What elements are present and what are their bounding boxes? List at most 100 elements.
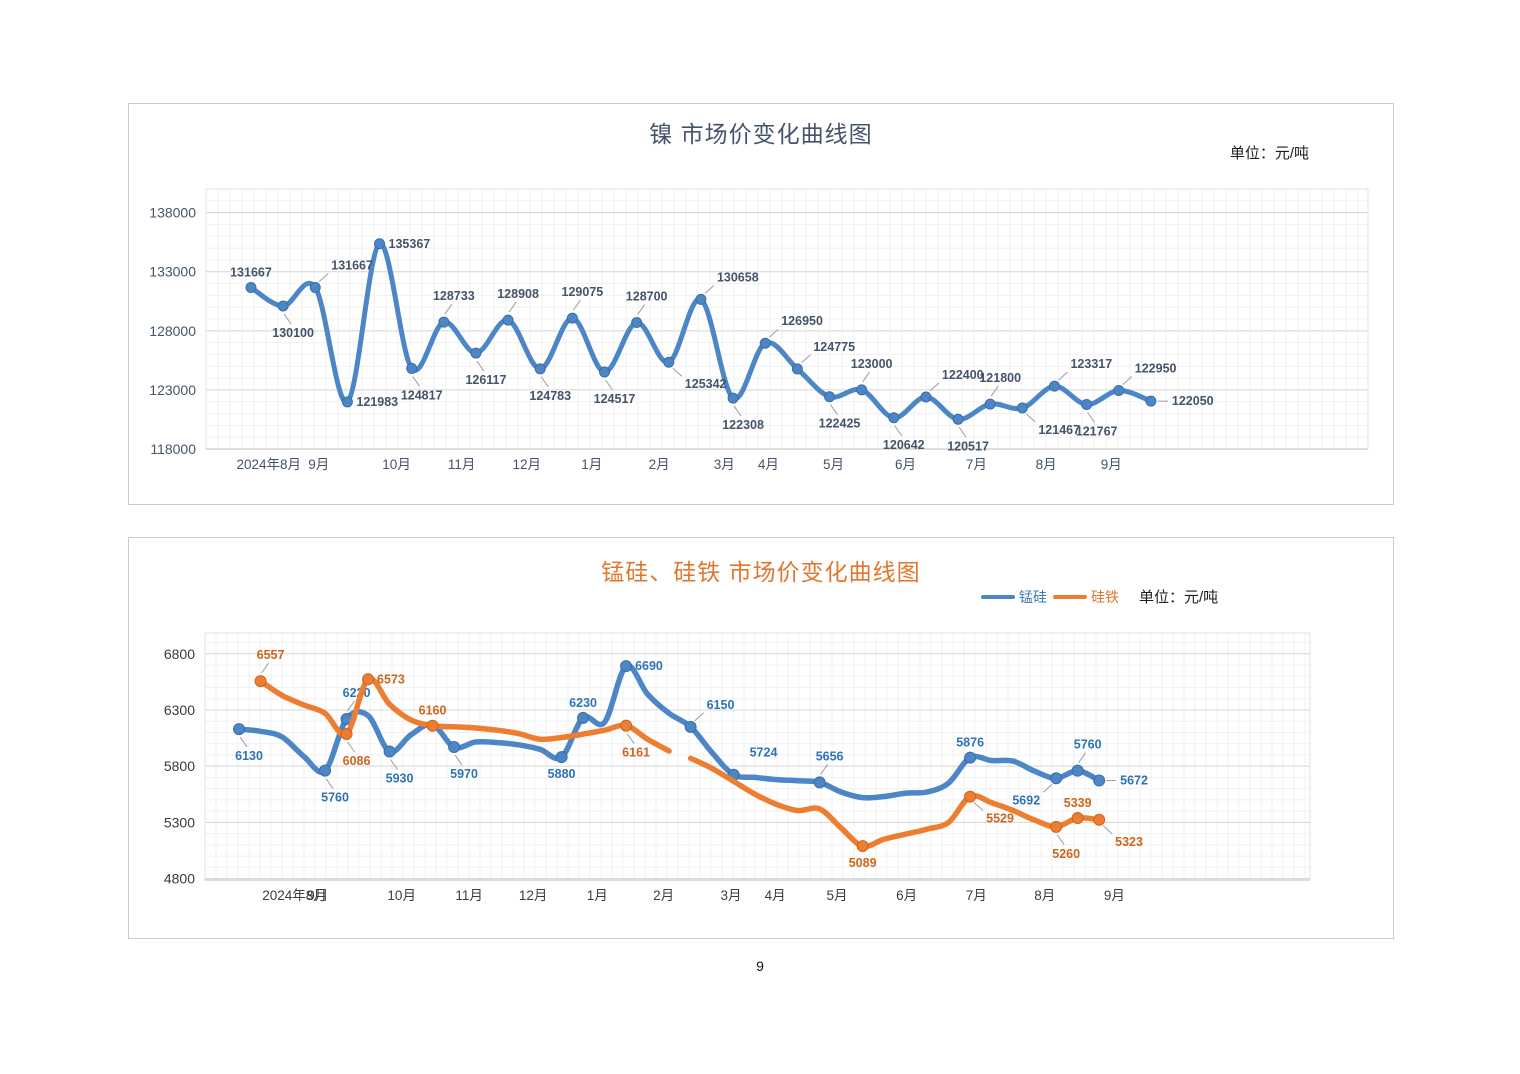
data-label: 122400 (942, 368, 984, 382)
data-label: 125342 (685, 377, 727, 391)
x-tick-label: 3月 (720, 888, 741, 903)
data-label: 124775 (813, 340, 855, 354)
y-axis-tick-labels: 4800 5300 5800 6300 6800 (164, 646, 195, 887)
data-point (233, 723, 246, 736)
label-leader-line (540, 376, 549, 388)
label-leader-line (862, 371, 871, 383)
data-label: 121983 (356, 395, 398, 409)
legend-label: 硅铁 (1091, 588, 1119, 605)
markers-镍 (245, 238, 1157, 425)
data-label: 5880 (548, 767, 576, 781)
x-tick-label: 12月 (519, 888, 548, 903)
label-leader-line (347, 741, 355, 753)
label-leader-line (454, 754, 463, 766)
data-label: 6086 (343, 754, 371, 768)
markers-锰硅 (233, 660, 1106, 789)
data-point (620, 660, 633, 673)
data-point (245, 281, 257, 293)
label-leader-line (390, 759, 398, 770)
data-label: 5760 (1074, 738, 1102, 752)
x-tick-label: 6月 (896, 888, 917, 903)
y-tick-label: 138000 (149, 205, 196, 221)
label-leader-line (444, 303, 453, 315)
legend-label: 锰硅 (1019, 588, 1047, 605)
y-tick-label: 5800 (164, 758, 195, 774)
data-point (362, 673, 375, 686)
y-tick-label: 133000 (149, 264, 196, 280)
y-tick-label: 5300 (164, 814, 195, 830)
data-point (1071, 811, 1084, 824)
data-label: 126117 (465, 373, 506, 387)
data-point (984, 398, 996, 410)
label-leader-line (973, 802, 984, 811)
label-leader-line (283, 313, 292, 325)
data-point (856, 840, 869, 853)
data-point (502, 314, 514, 326)
data-labels-镍: 131667 130100 131667 121983 135367 124817 1287… (230, 237, 1214, 454)
data-point (599, 366, 611, 378)
label-leader-line (958, 426, 967, 438)
data-label: 124783 (529, 389, 571, 403)
label-leader-line (929, 382, 940, 392)
data-label: 6150 (707, 698, 735, 712)
data-point (1071, 764, 1084, 777)
data-label: 5970 (450, 767, 478, 781)
data-label: 122050 (1172, 394, 1214, 408)
data-label: 135367 (389, 237, 431, 251)
label-leader-line (626, 733, 635, 744)
data-label: 121467 (1038, 423, 1080, 437)
label-leader-line (1087, 412, 1096, 423)
data-label: 5656 (816, 749, 844, 763)
data-point (374, 238, 386, 250)
data-label: 128700 (626, 290, 668, 304)
data-label: 6161 (622, 746, 650, 760)
data-point (1050, 772, 1063, 785)
data-point (555, 751, 568, 764)
data-label: 6557 (257, 648, 285, 662)
data-point (340, 728, 353, 741)
unit-label: 单位：元/吨 (1139, 589, 1219, 606)
data-point (341, 396, 353, 408)
label-leader-line (704, 285, 715, 294)
simn-fesi-price-chart: 锰硅、硅铁 市场价变化曲线图 锰硅 硅铁 单位：元/吨 4800 5300 5800… (128, 537, 1394, 939)
label-leader-line (1056, 834, 1065, 846)
data-label: 121767 (1076, 424, 1118, 438)
label-leader-line (801, 354, 811, 364)
data-point (309, 281, 321, 293)
label-leader-line (990, 385, 999, 397)
label-leader-line (1122, 376, 1133, 385)
label-leader-line (347, 700, 355, 712)
label-leader-line (508, 301, 517, 313)
nickel-price-chart: 镍 市场价变化曲线图 单位：元/吨 118000 123000 128000 1330… (128, 103, 1394, 505)
x-tick-label: 6月 (895, 457, 916, 472)
label-leader-line (325, 778, 334, 789)
label-leader-line (1102, 825, 1113, 835)
data-point (952, 413, 964, 425)
data-labels-硅铁: 6557 6086 6573 6160 6161 5089 5529 5260 5339 5323 (257, 648, 1143, 870)
gridlines (205, 188, 1369, 450)
data-point (727, 392, 739, 404)
x-tick-label: 4月 (758, 457, 779, 472)
chart-title: 镍 市场价变化曲线图 (649, 121, 873, 147)
x-tick-label: 10月 (382, 457, 411, 472)
line-硅铁 (257, 675, 672, 754)
label-leader-line (894, 425, 903, 437)
data-label: 122950 (1135, 362, 1177, 376)
label-leader-line (572, 299, 581, 311)
data-point (620, 719, 633, 732)
data-label: 130100 (272, 326, 314, 340)
label-leader-line (733, 405, 742, 417)
label-leader-line (318, 273, 329, 282)
label-leader-line (820, 764, 829, 775)
nickel-chart-plot-area: 118000 123000 128000 133000 138000 2024年8月 9月 1… (149, 188, 1369, 472)
simn-line-swatch (981, 594, 1015, 599)
data-point (791, 363, 803, 375)
markers-硅铁 (254, 673, 1106, 853)
data-point (448, 741, 461, 754)
label-leader-line (1058, 371, 1068, 381)
label-leader-line (768, 328, 779, 338)
data-point (920, 391, 932, 403)
x-tick-label: 5月 (827, 888, 848, 903)
data-point (1048, 380, 1060, 392)
